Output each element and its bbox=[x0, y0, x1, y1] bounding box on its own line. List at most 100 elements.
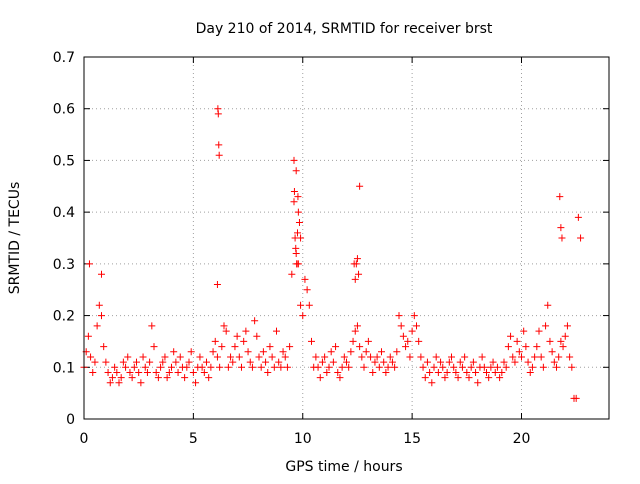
data-point bbox=[371, 358, 379, 366]
data-point bbox=[95, 301, 103, 309]
data-point bbox=[522, 343, 530, 351]
data-point bbox=[419, 363, 427, 371]
data-point bbox=[327, 348, 335, 356]
data-point bbox=[360, 363, 368, 371]
data-point bbox=[233, 332, 241, 340]
data-point bbox=[209, 348, 217, 356]
data-point bbox=[574, 213, 582, 221]
data-point bbox=[485, 374, 493, 382]
data-point bbox=[292, 250, 300, 258]
data-points bbox=[80, 105, 585, 402]
data-point bbox=[262, 358, 270, 366]
data-point bbox=[356, 343, 364, 351]
data-point bbox=[294, 193, 302, 201]
data-point bbox=[557, 224, 565, 232]
data-point bbox=[297, 234, 305, 242]
data-point bbox=[308, 337, 315, 345]
data-point bbox=[362, 348, 370, 356]
data-point bbox=[458, 363, 466, 371]
data-point bbox=[192, 379, 200, 387]
y-axis-label: SRMTID / TECUs bbox=[7, 182, 23, 295]
data-point bbox=[266, 343, 274, 351]
data-point bbox=[248, 363, 256, 371]
data-point bbox=[323, 368, 331, 376]
data-point bbox=[559, 343, 567, 351]
data-point bbox=[448, 353, 455, 361]
data-point bbox=[111, 363, 119, 371]
data-point bbox=[244, 348, 252, 356]
data-point bbox=[207, 363, 215, 371]
data-point bbox=[369, 368, 377, 376]
data-point bbox=[170, 348, 178, 356]
data-point bbox=[520, 327, 528, 335]
data-point bbox=[246, 358, 254, 366]
y-tick-label: 0.7 bbox=[53, 50, 75, 66]
data-point bbox=[216, 363, 224, 371]
data-point bbox=[288, 270, 296, 278]
data-point bbox=[290, 198, 298, 206]
data-point bbox=[253, 332, 261, 340]
data-point bbox=[487, 363, 495, 371]
data-point bbox=[270, 363, 278, 371]
data-point bbox=[102, 358, 110, 366]
y-tick-label: 0.5 bbox=[53, 153, 75, 169]
data-point bbox=[367, 353, 375, 361]
data-point bbox=[181, 374, 189, 382]
data-point bbox=[489, 358, 497, 366]
data-point bbox=[515, 348, 523, 356]
y-tick-label: 0.6 bbox=[53, 102, 75, 118]
data-point bbox=[474, 379, 482, 387]
data-point bbox=[255, 353, 263, 361]
data-point bbox=[165, 368, 173, 376]
data-point bbox=[174, 368, 182, 376]
data-point bbox=[303, 286, 311, 294]
data-point bbox=[224, 363, 232, 371]
data-point bbox=[93, 322, 101, 330]
data-point bbox=[259, 348, 267, 356]
data-point bbox=[292, 167, 300, 175]
data-point bbox=[558, 234, 566, 242]
data-point bbox=[189, 368, 197, 376]
data-point bbox=[220, 322, 228, 330]
data-point bbox=[172, 358, 180, 366]
data-point bbox=[568, 363, 576, 371]
data-point bbox=[550, 358, 558, 366]
data-point bbox=[421, 374, 429, 382]
data-point bbox=[539, 363, 547, 371]
data-point bbox=[402, 343, 410, 351]
data-point bbox=[504, 343, 512, 351]
data-point bbox=[257, 363, 265, 371]
data-point bbox=[321, 353, 329, 361]
data-point bbox=[373, 353, 381, 361]
chart-title: Day 210 of 2014, SRMTID for receiver brs… bbox=[196, 21, 493, 37]
y-tick-label: 0.3 bbox=[53, 257, 75, 273]
data-point bbox=[154, 374, 162, 382]
data-point bbox=[297, 301, 305, 309]
data-point bbox=[231, 343, 239, 351]
x-tick-label: 15 bbox=[403, 431, 421, 447]
data-point bbox=[295, 218, 303, 226]
data-point bbox=[294, 229, 301, 237]
data-point bbox=[577, 234, 585, 242]
data-point bbox=[553, 363, 560, 371]
data-point bbox=[235, 353, 243, 361]
data-point bbox=[187, 348, 195, 356]
data-point bbox=[143, 368, 151, 376]
data-point bbox=[106, 379, 114, 387]
data-point bbox=[168, 363, 175, 371]
data-point bbox=[185, 358, 193, 366]
data-point bbox=[113, 368, 121, 376]
data-point bbox=[380, 358, 388, 366]
data-point bbox=[507, 332, 515, 340]
data-point bbox=[548, 348, 556, 356]
data-point bbox=[375, 363, 383, 371]
x-tick-label: 20 bbox=[513, 431, 531, 447]
data-point bbox=[352, 260, 360, 268]
data-point bbox=[472, 368, 480, 376]
data-point bbox=[275, 358, 283, 366]
data-point bbox=[345, 363, 353, 371]
data-point bbox=[480, 363, 488, 371]
data-point bbox=[98, 270, 105, 278]
data-point bbox=[452, 368, 460, 376]
